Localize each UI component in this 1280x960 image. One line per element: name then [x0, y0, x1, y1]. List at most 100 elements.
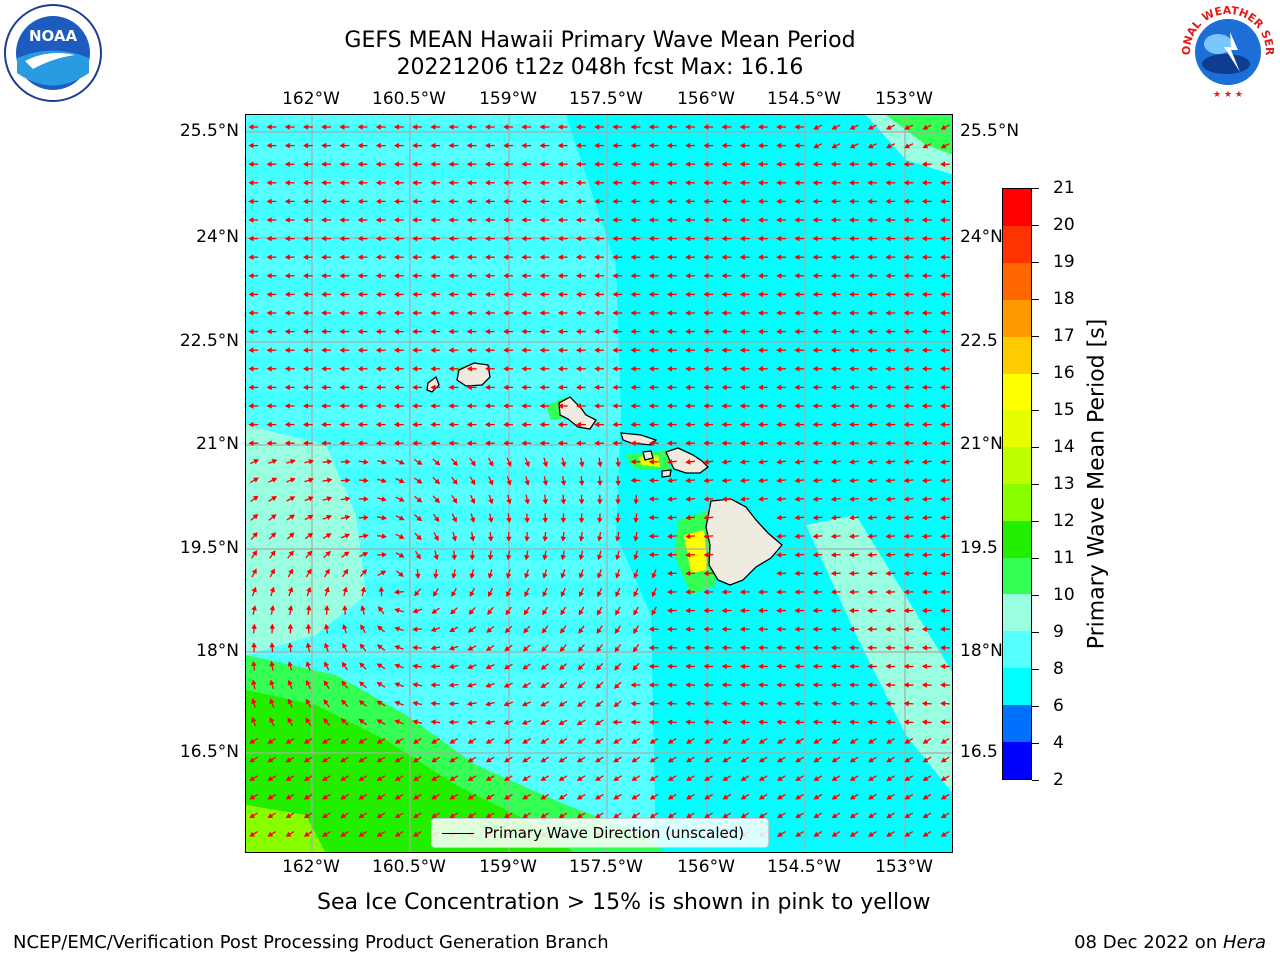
colorbar-tick-label: 8	[1053, 659, 1064, 679]
lon-label-top: 156°W	[677, 89, 735, 109]
lat-label-right: 25.5°N	[960, 121, 1020, 141]
lon-label-bottom: 160.5°W	[372, 857, 446, 877]
svg-text:NOAA: NOAA	[29, 27, 78, 45]
lon-label-bottom: 153°W	[875, 857, 933, 877]
lat-label-right: 16.5	[960, 742, 998, 762]
colorbar-segment	[1003, 483, 1031, 521]
colorbar-segment	[1003, 299, 1031, 337]
colorbar-tick-mark	[1032, 409, 1039, 411]
sea-ice-note: Sea Ice Concentration > 15% is shown in …	[317, 890, 931, 915]
island-niihau	[426, 375, 440, 393]
lat-label-left: 18°N	[196, 641, 239, 661]
colorbar-tick-mark	[1032, 705, 1039, 707]
colorbar-tick-label: 15	[1053, 400, 1075, 420]
lat-label-left: 22.5°N	[179, 331, 239, 351]
colorbar-tick-mark	[1032, 446, 1039, 448]
colorbar-tick-mark	[1032, 483, 1039, 485]
island-lanai	[642, 450, 654, 461]
legend-line-swatch	[442, 832, 474, 834]
colorbar-segment	[1003, 373, 1031, 411]
colorbar-tick-label: 10	[1053, 585, 1075, 605]
colorbar-tick-label: 18	[1053, 289, 1075, 309]
lat-label-right: 22.5	[960, 331, 998, 351]
colorbar-tick-label: 16	[1053, 363, 1075, 383]
island-big-island	[705, 498, 783, 586]
lat-label-left: 16.5°N	[179, 742, 239, 762]
colorbar-tick-label: 14	[1053, 437, 1075, 457]
lon-label-top: 153°W	[875, 89, 933, 109]
colorbar-tick-mark	[1032, 335, 1039, 337]
colorbar-tick-label: 20	[1053, 215, 1075, 235]
colorbar-tick-mark	[1032, 557, 1039, 559]
lat-label-right: 24°N	[960, 227, 1003, 247]
colorbar-tick-mark	[1032, 594, 1039, 596]
colorbar-segment	[1003, 741, 1031, 779]
island-kahoolawe	[661, 469, 672, 478]
colorbar	[1002, 188, 1032, 780]
colorbar-tick-mark	[1032, 187, 1039, 189]
footer-host: Hera	[1222, 932, 1266, 953]
noaa-logo: NOAA	[3, 3, 103, 103]
svg-text:★ ★ ★: ★ ★ ★	[1213, 90, 1243, 100]
lon-label-bottom: 154.5°W	[767, 857, 841, 877]
colorbar-tick-label: 6	[1053, 696, 1064, 716]
colorbar-tick-mark	[1032, 742, 1039, 744]
island-maui	[665, 447, 709, 474]
colorbar-segment	[1003, 409, 1031, 448]
lon-label-bottom: 157.5°W	[569, 857, 643, 877]
lon-label-top: 154.5°W	[767, 89, 841, 109]
colorbar-segment	[1003, 189, 1031, 227]
lat-label-left: 19.5°N	[179, 538, 239, 558]
colorbar-tick-mark	[1032, 520, 1039, 522]
lon-label-top: 157.5°W	[569, 89, 643, 109]
map-title-line2: 20221206 t12z 048h fcst Max: 16.16	[396, 55, 804, 80]
lon-label-top: 159°W	[479, 89, 537, 109]
colorbar-tick-mark	[1032, 261, 1039, 263]
lat-label-right: 21°N	[960, 434, 1003, 454]
nws-logo: NATIONAL WEATHER SERVICE ★ ★ ★	[1173, 0, 1278, 102]
colorbar-segment	[1003, 336, 1031, 374]
colorbar-tick-label: 17	[1053, 326, 1075, 346]
lon-label-top: 160.5°W	[372, 89, 446, 109]
colorbar-segment	[1003, 225, 1031, 264]
wave-period-fill-6-8	[566, 115, 952, 852]
lon-label-bottom: 159°W	[479, 857, 537, 877]
colorbar-segment	[1003, 593, 1031, 632]
colorbar-tick-mark	[1032, 779, 1039, 781]
colorbar-tick-label: 19	[1053, 252, 1075, 272]
colorbar-segment	[1003, 667, 1031, 705]
lon-label-bottom: 156°W	[677, 857, 735, 877]
colorbar-tick-label: 2	[1053, 770, 1064, 790]
footer-credit: NCEP/EMC/Verification Post Processing Pr…	[13, 932, 609, 953]
colorbar-segment	[1003, 446, 1031, 484]
colorbar-tick-mark	[1032, 668, 1039, 670]
colorbar-tick-mark	[1032, 631, 1039, 633]
island-oahu	[558, 396, 597, 430]
lat-label-left: 25.5°N	[179, 121, 239, 141]
footer-date-text: 08 Dec 2022 on	[1074, 932, 1223, 953]
colorbar-tick-label: 21	[1053, 178, 1075, 198]
colorbar-tick-label: 13	[1053, 474, 1075, 494]
lat-label-right: 18°N	[960, 641, 1003, 661]
colorbar-tick-mark	[1032, 224, 1039, 226]
colorbar-label: Primary Wave Mean Period [s]	[1084, 318, 1110, 650]
map-legend: Primary Wave Direction (unscaled)	[431, 818, 769, 848]
colorbar-segment	[1003, 557, 1031, 595]
colorbar-segment	[1003, 630, 1031, 669]
colorbar-tick-label: 11	[1053, 548, 1075, 568]
lat-label-left: 21°N	[196, 434, 239, 454]
colorbar-tick-mark	[1032, 372, 1039, 374]
lon-label-bottom: 162°W	[282, 857, 340, 877]
lon-label-top: 162°W	[282, 89, 340, 109]
map-panel	[245, 114, 953, 853]
lat-label-left: 24°N	[196, 227, 239, 247]
colorbar-segment	[1003, 704, 1031, 742]
island-kauai	[456, 362, 491, 387]
colorbar-segment	[1003, 262, 1031, 300]
colorbar-tick-mark	[1032, 298, 1039, 300]
colorbar-tick-label: 9	[1053, 622, 1064, 642]
wave-period-fill-9-10	[246, 425, 366, 655]
lat-label-right: 19.5	[960, 538, 998, 558]
colorbar-tick-label: 4	[1053, 733, 1064, 753]
footer-date: 08 Dec 2022 on Hera	[1074, 932, 1266, 953]
